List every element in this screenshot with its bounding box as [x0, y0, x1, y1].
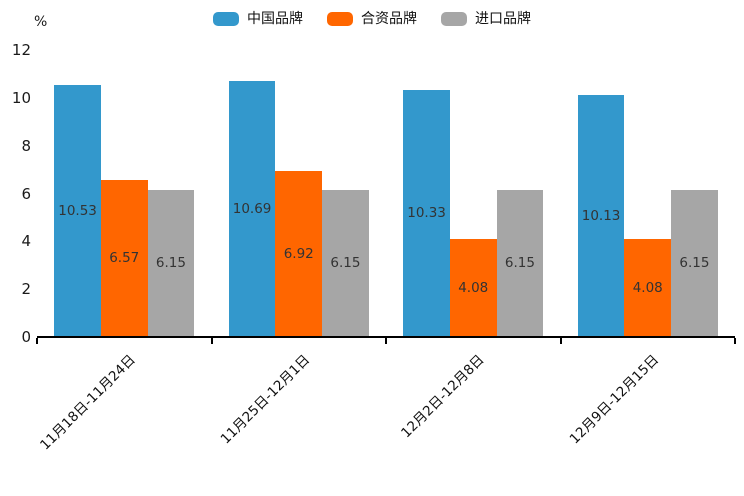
- y-axis-unit-label: %: [34, 14, 48, 30]
- bar-合资品牌-0: 6.57: [100, 179, 148, 337]
- x-tick-mark: [210, 338, 213, 344]
- x-category-label-2: 12月2日-12月8日: [398, 351, 488, 442]
- bar-value-label: 4.08: [632, 280, 663, 297]
- y-tick-label: 2: [21, 280, 31, 299]
- y-tick-label: 10: [11, 88, 31, 107]
- y-tick-label: 12: [11, 41, 31, 59]
- bar-value-label: 6.15: [330, 255, 361, 272]
- x-category-label-1: 11月25日-12月1日: [217, 351, 313, 448]
- legend-item-0: 中国品牌: [213, 12, 303, 26]
- bar-value-label: 10.53: [58, 203, 97, 220]
- bar-value-label: 10.13: [581, 207, 621, 224]
- x-category-label-3: 12月9日-12月15日: [566, 351, 662, 448]
- bar-value-label: 6.57: [109, 250, 140, 267]
- x-tick-mark: [36, 338, 38, 344]
- legend: 中国品牌 合资品牌 进口品牌: [0, 12, 744, 26]
- bar-中国品牌-1: 10.69: [228, 81, 276, 337]
- legend-swatch-icon: [213, 12, 239, 26]
- bar-进口品牌-0: 6.15: [147, 189, 195, 337]
- x-tick-mark: [385, 338, 387, 344]
- bar-中国品牌-2: 10.33: [403, 89, 450, 337]
- legend-label: 中国品牌: [247, 11, 303, 27]
- bar-value-label: 10.33: [407, 205, 446, 222]
- bar-value-label: 6.15: [155, 255, 186, 272]
- legend-label: 进口品牌: [475, 11, 531, 27]
- bar-中国品牌-3: 10.13: [577, 94, 625, 337]
- bar-value-label: 4.08: [458, 280, 489, 297]
- legend-swatch-icon: [441, 12, 467, 26]
- y-tick-label: 6: [21, 184, 31, 203]
- bar-合资品牌-3: 4.08: [624, 239, 672, 337]
- bar-value-label: 6.15: [679, 255, 710, 272]
- x-axis-line: [37, 336, 735, 338]
- y-tick-label: 0: [21, 328, 31, 346]
- legend-item-1: 合资品牌: [327, 12, 417, 26]
- bar-合资品牌-2: 4.08: [449, 239, 497, 337]
- bar-中国品牌-0: 10.53: [54, 85, 101, 337]
- bar-进口品牌-1: 6.15: [322, 189, 369, 337]
- bar-value-label: 6.92: [283, 246, 314, 263]
- x-category-label-0: 11月18日-11月24日: [36, 351, 139, 454]
- bar-进口品牌-2: 6.15: [496, 189, 544, 337]
- x-tick-mark: [559, 338, 562, 344]
- legend-swatch-icon: [327, 12, 353, 26]
- bar-value-label: 10.69: [232, 201, 272, 218]
- y-tick-label: 4: [21, 232, 31, 251]
- x-tick-mark: [734, 338, 736, 344]
- legend-label: 合资品牌: [361, 11, 417, 27]
- bar-进口品牌-3: 6.15: [671, 189, 718, 337]
- legend-item-2: 进口品牌: [441, 12, 531, 26]
- y-tick-label: 8: [21, 136, 31, 155]
- bar-value-label: 6.15: [504, 255, 535, 272]
- bar-合资品牌-1: 6.92: [275, 171, 323, 337]
